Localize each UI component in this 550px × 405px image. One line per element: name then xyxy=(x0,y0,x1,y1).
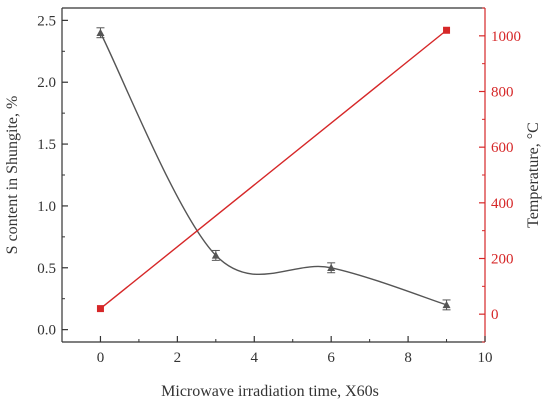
series-line xyxy=(100,29,447,310)
series-layer xyxy=(96,26,451,313)
axes: 0 2 4 6 8 10 0.0 0.5 1.0 1.5 2.0 2.5 0 200 400 600 800 10… xyxy=(37,7,521,366)
right-y-tick-label: 0 xyxy=(491,307,499,323)
right-y-axis-title: Temperature, °C xyxy=(525,122,542,228)
data-point xyxy=(96,28,105,36)
right-y-tick-label: 1000 xyxy=(491,29,521,45)
left-y-tick-label: 2.5 xyxy=(37,13,56,29)
data-point xyxy=(96,305,104,313)
series-2 xyxy=(96,26,451,313)
x-tick-label: 8 xyxy=(404,350,412,366)
x-tick-label: 10 xyxy=(478,350,493,366)
left-y-tick-label: 1.5 xyxy=(37,137,56,153)
data-point xyxy=(443,26,451,34)
x-tick-label: 0 xyxy=(97,350,105,366)
right-y-tick-label: 800 xyxy=(491,85,514,101)
left-y-axis-title: S content in Shungite, % xyxy=(4,96,21,255)
data-point xyxy=(327,263,336,271)
data-point xyxy=(442,300,451,309)
right-y-tick-label: 600 xyxy=(491,140,514,156)
x-tick-label: 4 xyxy=(251,350,259,366)
left-y-tick-label: 2.0 xyxy=(37,75,56,91)
right-y-tick-label: 400 xyxy=(491,196,514,212)
series-line xyxy=(99,32,447,306)
left-y-tick-label: 0.5 xyxy=(37,261,56,277)
left-y-tick-label: 0.0 xyxy=(37,323,56,339)
right-y-tick-label: 200 xyxy=(491,252,514,268)
left-y-tick-label: 1.0 xyxy=(37,199,56,215)
data-point xyxy=(211,251,220,259)
x-axis-title: Microwave irradiation time, X60s xyxy=(161,383,379,400)
x-tick-label: 2 xyxy=(174,350,182,366)
x-tick-label: 6 xyxy=(327,350,335,366)
series-1 xyxy=(96,27,451,311)
